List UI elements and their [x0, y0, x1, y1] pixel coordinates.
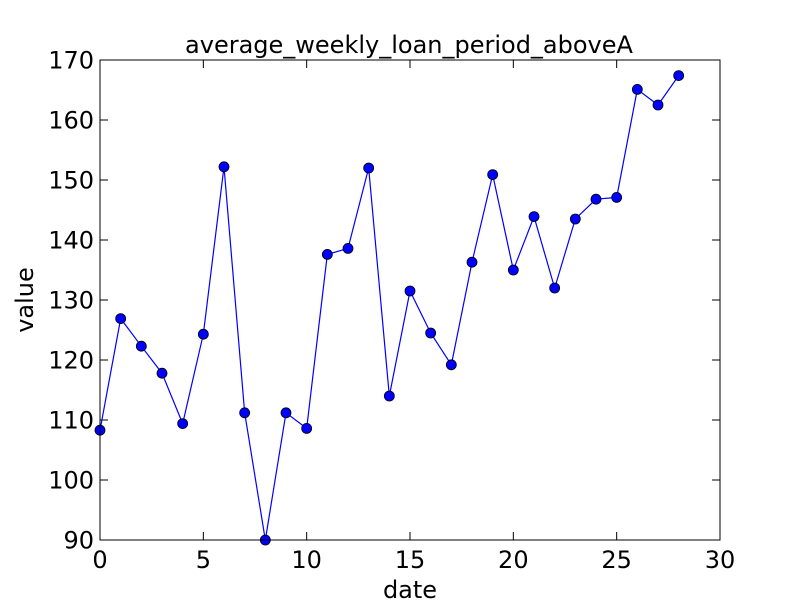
- data-point: [425, 327, 437, 339]
- data-point: [404, 285, 416, 297]
- data-point: [528, 211, 540, 223]
- y-tick-label: 150: [48, 167, 94, 195]
- data-point: [218, 161, 230, 173]
- plot-area: [99, 59, 721, 541]
- axis-ticks: 0 5 10 15 20 25 30 90 100 110 120 130 140 150 160 170: [48, 47, 735, 575]
- y-tick-label: 170: [48, 47, 94, 75]
- data-point: [611, 191, 623, 203]
- data-point: [466, 256, 478, 268]
- data-point: [445, 359, 457, 371]
- x-tick-label: 0: [92, 546, 107, 574]
- data-point: [673, 70, 685, 81]
- data-point: [363, 162, 375, 174]
- data-point: [239, 407, 251, 419]
- data-point: [197, 328, 209, 340]
- data-point: [652, 99, 664, 111]
- y-tick-label: 120: [48, 347, 94, 375]
- y-tick-label: 130: [48, 287, 94, 315]
- x-tick-label: 5: [196, 546, 211, 574]
- data-point: [280, 407, 292, 419]
- data-point: [135, 340, 147, 352]
- data-series: [94, 70, 685, 546]
- y-tick-label: 100: [48, 467, 94, 495]
- data-point: [301, 422, 313, 434]
- data-point: [590, 193, 602, 205]
- chart-title: average_weekly_loan_period_aboveA: [185, 31, 633, 59]
- data-point: [115, 313, 127, 325]
- data-point: [342, 242, 354, 254]
- x-axis-title: date: [383, 576, 437, 600]
- data-point: [569, 213, 581, 225]
- x-tick-label: 30: [705, 546, 736, 574]
- x-tick-label: 20: [498, 546, 529, 574]
- data-point: [177, 418, 189, 430]
- x-tick-label: 15: [395, 546, 426, 574]
- y-tick-label: 90: [63, 527, 94, 555]
- y-tick-label: 140: [48, 227, 94, 255]
- series-line: [99, 75, 680, 541]
- y-tick-label: 160: [48, 107, 94, 135]
- y-tick-label: 110: [48, 407, 94, 435]
- data-point: [507, 264, 519, 276]
- data-point: [321, 248, 333, 260]
- data-point: [631, 84, 643, 95]
- data-point: [383, 390, 395, 402]
- data-point: [487, 169, 499, 181]
- data-point: [156, 367, 168, 379]
- y-axis-title: value: [11, 267, 39, 333]
- x-tick-label: 10: [291, 546, 322, 574]
- x-tick-label: 25: [601, 546, 632, 574]
- data-point: [549, 282, 561, 294]
